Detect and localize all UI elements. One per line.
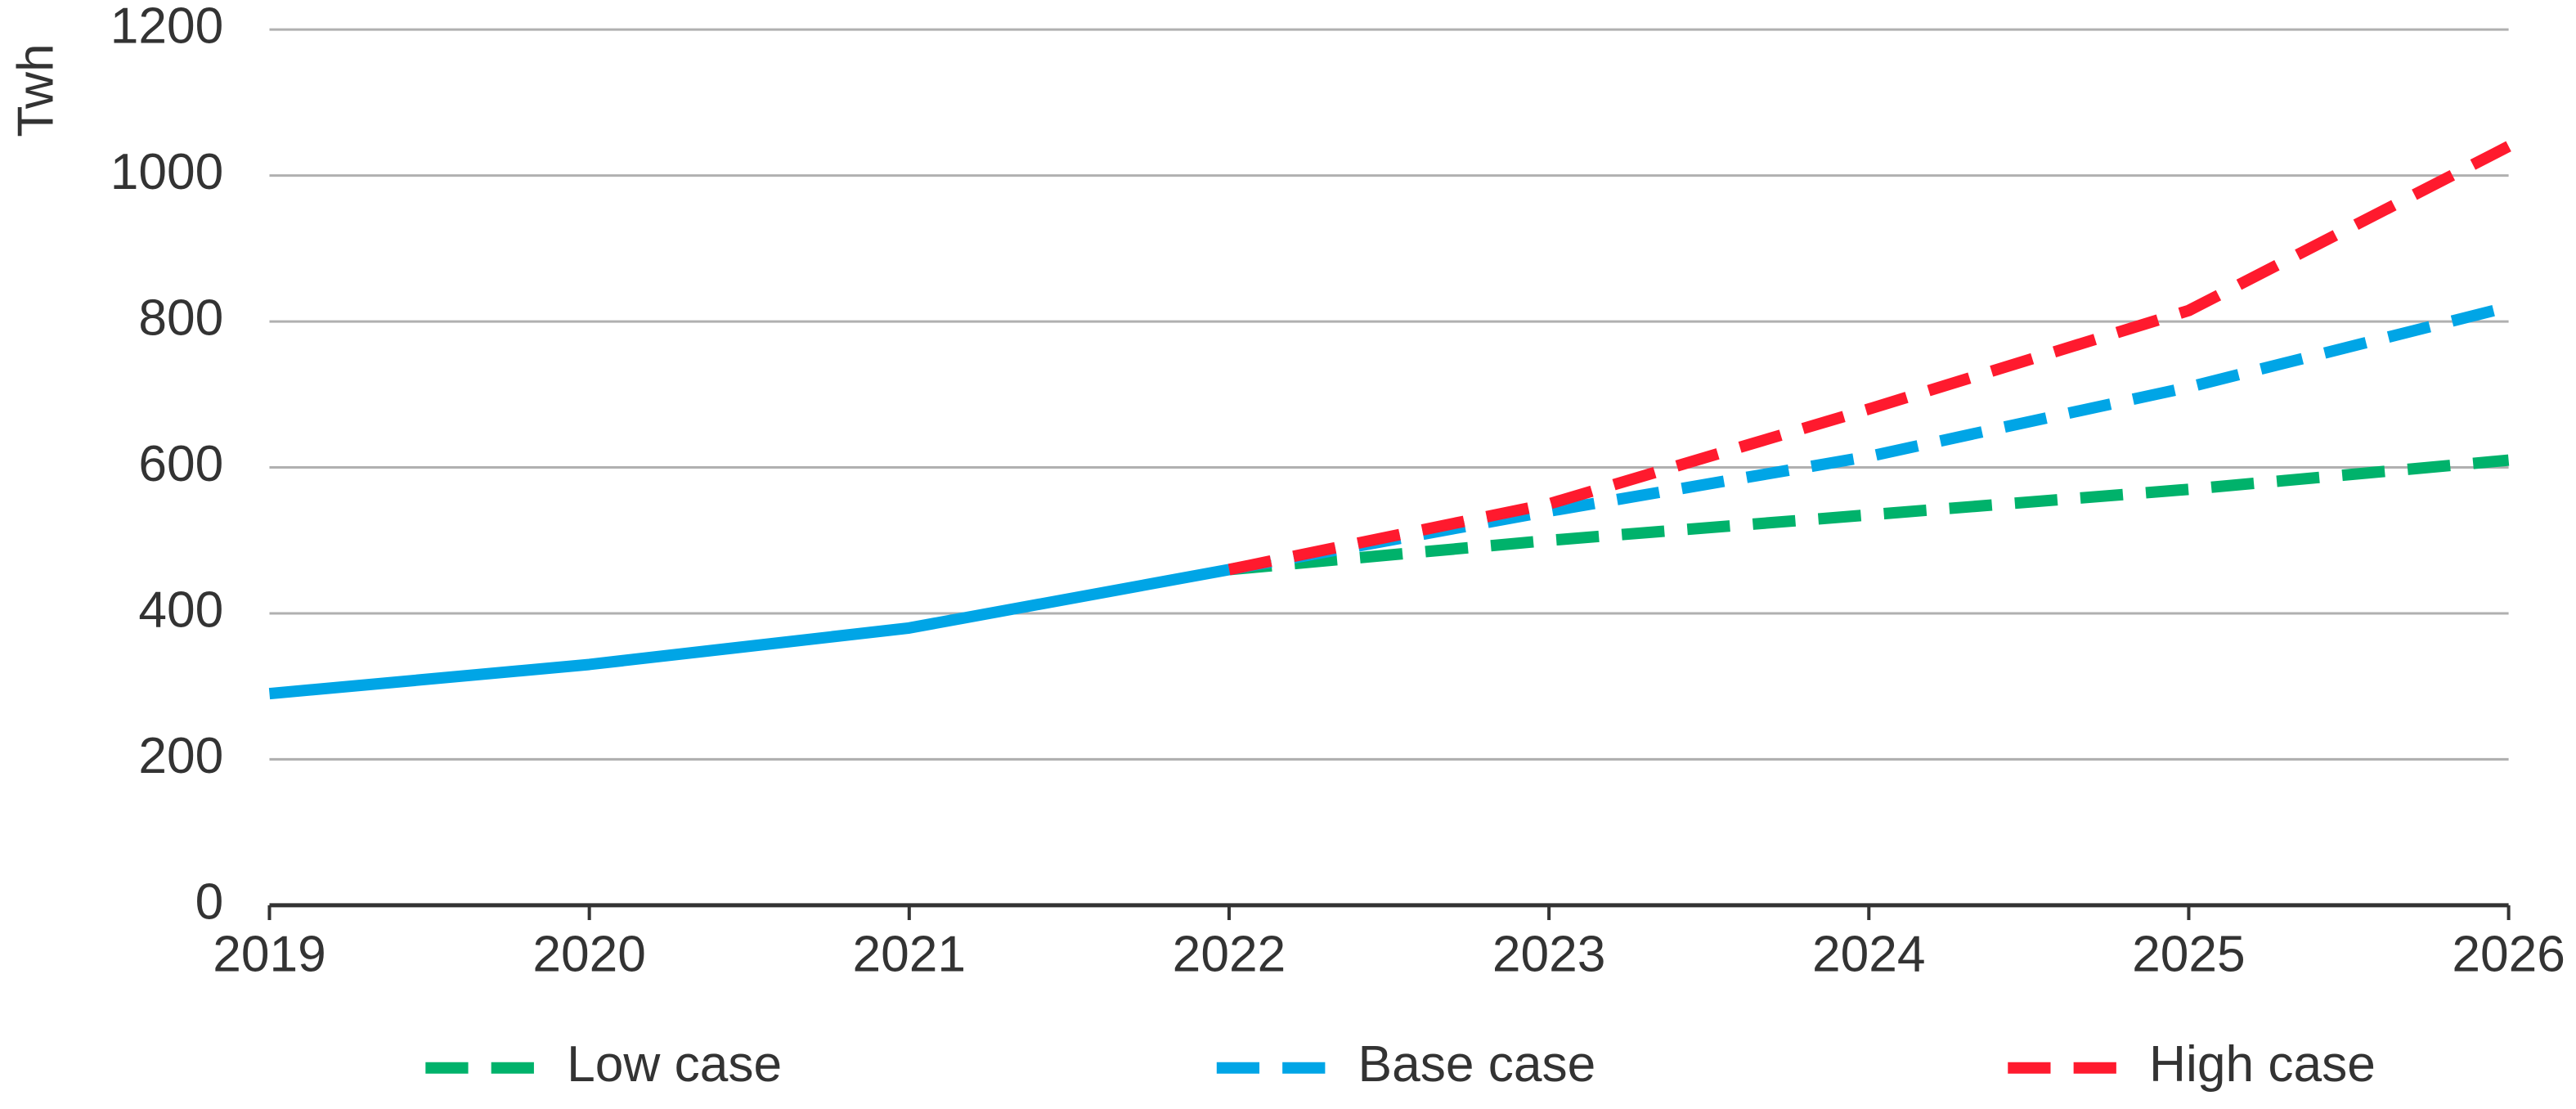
x-tick-label: 2025 bbox=[2132, 927, 2246, 983]
y-tick-label: 400 bbox=[138, 581, 223, 638]
x-tick-label: 2022 bbox=[1173, 927, 1286, 983]
series-line bbox=[1227, 141, 2511, 576]
y-tick-label: 800 bbox=[138, 290, 223, 347]
x-tick-label: 2024 bbox=[1812, 927, 1926, 983]
y-tick-label: 200 bbox=[138, 728, 223, 784]
legend-label: Base case bbox=[1358, 1036, 1596, 1093]
y-axis-label: Twh bbox=[8, 43, 65, 137]
legend-label: High case bbox=[2149, 1036, 2376, 1093]
x-tick-label: 2020 bbox=[532, 927, 646, 983]
y-tick-label: 600 bbox=[138, 436, 223, 492]
y-tick-label: 0 bbox=[195, 873, 224, 930]
x-tick-label: 2021 bbox=[853, 927, 967, 983]
y-tick-label: 1200 bbox=[110, 0, 224, 55]
legend-label: Low case bbox=[567, 1036, 782, 1093]
x-tick-label: 2019 bbox=[213, 927, 326, 983]
series-line bbox=[1228, 454, 2510, 576]
x-tick-label: 2023 bbox=[1492, 927, 1606, 983]
series-line bbox=[268, 563, 1231, 700]
series-line bbox=[1227, 301, 2511, 576]
x-tick-label: 2026 bbox=[2452, 927, 2565, 983]
y-tick-label: 1000 bbox=[110, 144, 224, 200]
